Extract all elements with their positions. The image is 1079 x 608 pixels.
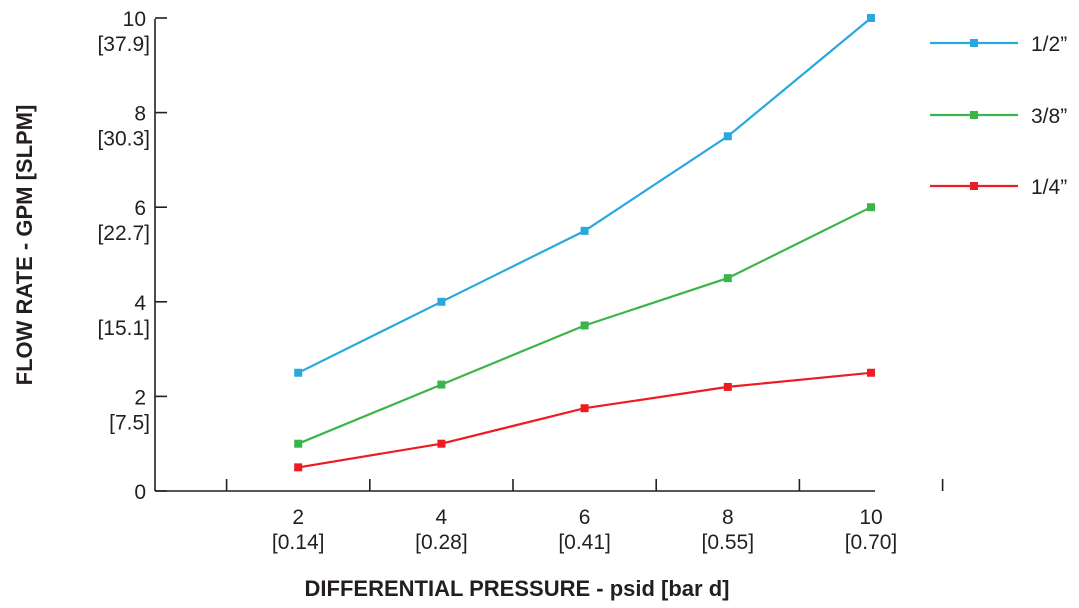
legend-label: 1/4”: [1031, 176, 1067, 199]
series-0-point: [580, 226, 589, 235]
axes: [154, 19, 875, 492]
series-2-point: [294, 463, 303, 472]
legend: 1/2” 3/8” 1/4”: [930, 33, 1067, 199]
legend-label: 3/8”: [1031, 105, 1067, 128]
x-tick-sublabel: [0.41]: [558, 531, 611, 554]
legend-swatch-marker: [970, 39, 978, 47]
series-2-point: [723, 382, 732, 391]
x-axis-title: DIFFERENTIAL PRESSURE - psid [bar d]: [305, 576, 730, 601]
series-1-point: [437, 380, 446, 389]
x-tick-label: 2: [292, 506, 304, 529]
series-0-point: [723, 132, 732, 141]
x-tick-sublabel: [0.28]: [415, 531, 468, 554]
x-tick-label: 10: [859, 506, 882, 529]
y-tick-label: 0: [134, 481, 146, 504]
y-tick-sublabel: [7.5]: [109, 411, 150, 434]
series-2-point: [580, 404, 589, 413]
series-line-0: [297, 17, 872, 374]
y-tick-sublabel: [22.7]: [97, 222, 150, 245]
legend-swatch-marker: [970, 182, 978, 190]
legend-label: 1/2”: [1031, 33, 1067, 56]
y-tick-sublabel: [15.1]: [97, 317, 150, 340]
series-0-point: [294, 368, 303, 377]
series-1-point: [723, 274, 732, 283]
x-tick-label: 6: [579, 506, 591, 529]
y-tick-label: 6: [134, 197, 146, 220]
y-tick-label: 8: [134, 103, 146, 126]
series-1-point: [867, 203, 875, 212]
y-tick-sublabel: [30.3]: [97, 128, 150, 151]
series-2-point: [437, 439, 446, 448]
series-0-point: [437, 297, 446, 306]
series-layer: [294, 14, 875, 472]
y-ticks: 0 2[7.5] 4[15.1] 6[22.7] 8[30.3] 10[37.9]: [97, 8, 167, 504]
x-tick-sublabel: [0.55]: [702, 531, 755, 554]
x-tick-sublabel: [0.14]: [272, 531, 325, 554]
series-1-point: [294, 439, 303, 448]
x-tick-label: 4: [436, 506, 448, 529]
y-tick-label: 2: [134, 386, 146, 409]
series-2-point: [867, 368, 875, 377]
y-tick-sublabel: [37.9]: [97, 33, 150, 56]
x-tick-sublabel: [0.70]: [845, 531, 898, 554]
y-tick-label: 10: [123, 8, 146, 31]
x-ticks: 2[0.14] 4[0.28] 6[0.41] 8[0.55] 10[0.70]: [225, 479, 944, 554]
y-axis-title: FLOW RATE - GPM [SLPM]: [12, 105, 37, 386]
series-1-point: [580, 321, 589, 330]
x-tick-label: 8: [722, 506, 734, 529]
y-tick-label: 4: [134, 292, 146, 315]
legend-swatch-marker: [970, 111, 978, 119]
series-line-2: [298, 371, 872, 469]
series-0-point: [867, 14, 875, 22]
